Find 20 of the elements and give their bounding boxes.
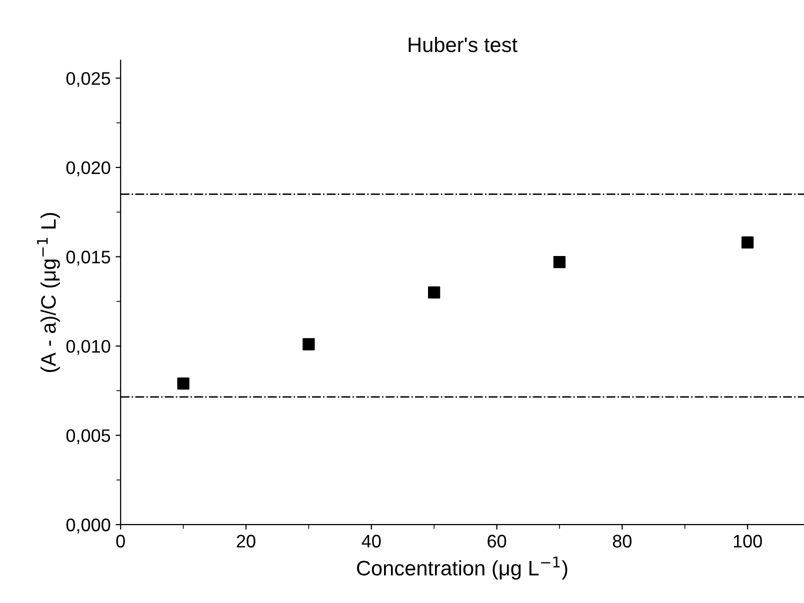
x-axis-title: Concentration (μg L$^{−1}$) [357,556,568,580]
point [302,338,315,350]
y-tick-label: 0,020 [66,161,110,176]
point [428,286,440,299]
x-tick-label: 20 [236,534,256,548]
point [553,256,566,268]
x-tick-label: 60 [488,534,506,548]
x-tick-label: 80 [612,534,632,548]
y-tick-label: 0,025 [66,72,110,88]
y-tick-label: 0,015 [66,250,110,266]
y-tick-label: 0,005 [66,429,110,444]
y-tick-label: 0,010 [66,340,110,355]
y-axis-title: (A - a)/C (μg$^{−1}$ L) [37,212,60,372]
x-tick-label: 100 [734,534,762,548]
x-tick-label: 40 [362,534,381,548]
x-tick-label: 0 [116,534,125,548]
point [742,236,754,249]
y-tick-label: 0,000 [66,518,110,534]
chart-title: Huber's test [408,36,518,52]
point [177,377,190,390]
